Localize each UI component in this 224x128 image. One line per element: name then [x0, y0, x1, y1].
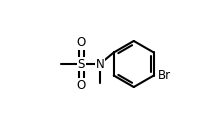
Text: O: O: [77, 79, 86, 92]
Text: N: N: [95, 57, 104, 71]
Text: Br: Br: [157, 69, 171, 82]
Text: O: O: [77, 36, 86, 49]
Text: S: S: [78, 57, 85, 71]
